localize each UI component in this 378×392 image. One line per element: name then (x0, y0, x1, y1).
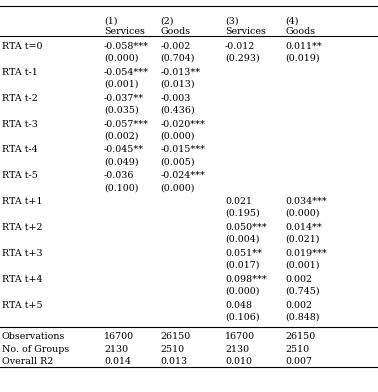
Text: (0.000): (0.000) (104, 54, 138, 63)
Text: (0.106): (0.106) (225, 312, 260, 321)
Text: 0.034***: 0.034*** (285, 197, 327, 206)
Text: (0.017): (0.017) (225, 261, 259, 270)
Text: Observations: Observations (2, 332, 65, 341)
Text: (0.100): (0.100) (104, 183, 138, 192)
Text: 0.002: 0.002 (285, 301, 312, 310)
Text: RTA t+4: RTA t+4 (2, 275, 42, 284)
Text: (0.000): (0.000) (225, 287, 259, 296)
Text: Services: Services (225, 27, 266, 36)
Text: 2130: 2130 (104, 345, 128, 354)
Text: (0.001): (0.001) (285, 261, 320, 270)
Text: Goods: Goods (161, 27, 191, 36)
Text: -0.003: -0.003 (161, 94, 191, 103)
Text: (1): (1) (104, 17, 118, 26)
Text: RTA t+3: RTA t+3 (2, 249, 42, 258)
Text: 0.014: 0.014 (104, 357, 131, 366)
Text: 0.002: 0.002 (285, 275, 312, 284)
Text: -0.057***: -0.057*** (104, 120, 149, 129)
Text: (0.848): (0.848) (285, 312, 320, 321)
Text: -0.024***: -0.024*** (161, 171, 206, 180)
Text: (0.293): (0.293) (225, 54, 260, 63)
Text: 0.051**: 0.051** (225, 249, 262, 258)
Text: (3): (3) (225, 17, 239, 26)
Text: 26150: 26150 (285, 332, 316, 341)
Text: No. of Groups: No. of Groups (2, 345, 69, 354)
Text: (0.000): (0.000) (161, 183, 195, 192)
Text: 0.011**: 0.011** (285, 42, 322, 51)
Text: RTA t-1: RTA t-1 (2, 68, 38, 77)
Text: (0.049): (0.049) (104, 157, 139, 166)
Text: -0.013**: -0.013** (161, 68, 201, 77)
Text: (0.019): (0.019) (285, 54, 320, 63)
Text: -0.058***: -0.058*** (104, 42, 149, 51)
Text: (0.704): (0.704) (161, 54, 195, 63)
Text: 0.007: 0.007 (285, 357, 312, 366)
Text: (0.436): (0.436) (161, 105, 195, 114)
Text: (2): (2) (161, 17, 174, 26)
Text: 0.010: 0.010 (225, 357, 252, 366)
Text: 0.050***: 0.050*** (225, 223, 266, 232)
Text: (0.021): (0.021) (285, 235, 320, 244)
Text: RTA t-2: RTA t-2 (2, 94, 38, 103)
Text: 2510: 2510 (161, 345, 185, 354)
Text: 16700: 16700 (104, 332, 134, 341)
Text: 0.021: 0.021 (225, 197, 252, 206)
Text: RTA t-4: RTA t-4 (2, 145, 38, 154)
Text: 0.098***: 0.098*** (225, 275, 266, 284)
Text: RTA t+1: RTA t+1 (2, 197, 42, 206)
Text: (0.002): (0.002) (104, 131, 138, 140)
Text: -0.036: -0.036 (104, 171, 135, 180)
Text: -0.054***: -0.054*** (104, 68, 149, 77)
Text: Goods: Goods (285, 27, 316, 36)
Text: (4): (4) (285, 17, 299, 26)
Text: (0.000): (0.000) (285, 209, 320, 218)
Text: -0.037**: -0.037** (104, 94, 144, 103)
Text: (0.001): (0.001) (104, 80, 138, 89)
Text: (0.005): (0.005) (161, 157, 195, 166)
Text: (0.000): (0.000) (161, 131, 195, 140)
Text: 26150: 26150 (161, 332, 191, 341)
Text: 0.019***: 0.019*** (285, 249, 327, 258)
Text: Overall R2: Overall R2 (2, 357, 53, 366)
Text: -0.002: -0.002 (161, 42, 191, 51)
Text: (0.745): (0.745) (285, 287, 320, 296)
Text: -0.015***: -0.015*** (161, 145, 206, 154)
Text: 0.013: 0.013 (161, 357, 188, 366)
Text: -0.020***: -0.020*** (161, 120, 206, 129)
Text: 0.048: 0.048 (225, 301, 252, 310)
Text: (0.035): (0.035) (104, 105, 139, 114)
Text: (0.004): (0.004) (225, 235, 259, 244)
Text: RTA t+5: RTA t+5 (2, 301, 42, 310)
Text: -0.012: -0.012 (225, 42, 255, 51)
Text: 0.014**: 0.014** (285, 223, 322, 232)
Text: RTA t+2: RTA t+2 (2, 223, 42, 232)
Text: (0.013): (0.013) (161, 80, 195, 89)
Text: Services: Services (104, 27, 145, 36)
Text: (0.195): (0.195) (225, 209, 260, 218)
Text: 16700: 16700 (225, 332, 255, 341)
Text: RTA t=0: RTA t=0 (2, 42, 42, 51)
Text: 2130: 2130 (225, 345, 249, 354)
Text: 2510: 2510 (285, 345, 310, 354)
Text: -0.045**: -0.045** (104, 145, 144, 154)
Text: RTA t-5: RTA t-5 (2, 171, 38, 180)
Text: RTA t-3: RTA t-3 (2, 120, 38, 129)
